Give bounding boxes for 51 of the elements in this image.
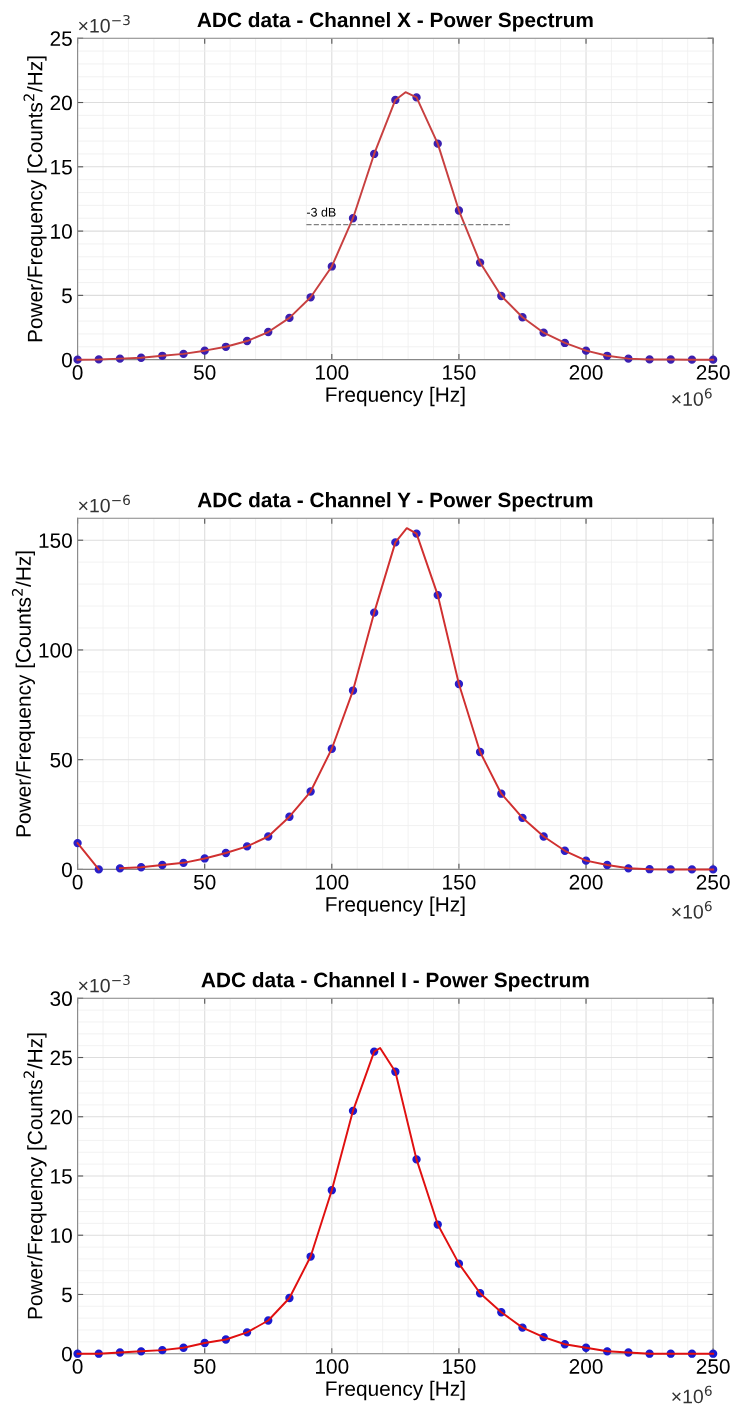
x-tick-label: 0 [72, 1359, 83, 1374]
text: ×10$^{−6}$ [78, 494, 130, 513]
x-tick-label: 100 [316, 874, 349, 890]
text: ×10$^{6}$ [672, 1385, 712, 1404]
x-tick-label: 200 [569, 874, 603, 890]
chart-title: ADC data - Channel I - Power Spectrum [201, 972, 589, 992]
x-tick-label: 150 [443, 874, 476, 890]
x-tick-label: 250 [696, 874, 730, 890]
y-axis-title: Power/Frequency [Counts$^{2}$/Hz] [23, 56, 47, 342]
y-tick-label: 20 [50, 95, 72, 111]
text: ×10$^{−3}$ [78, 974, 130, 993]
x-tick-label: 50 [193, 1359, 216, 1374]
y-tick-label: 0 [61, 862, 72, 878]
y-axis-title: Power/Frequency [Counts$^{2}$/Hz] [11, 551, 35, 837]
x-tick-label: 100 [316, 365, 349, 380]
y-axis-title: Power/Frequency [Counts$^{2}$/Hz] [23, 1033, 47, 1319]
text: ×10$^{6}$ [672, 900, 712, 919]
y-tick-label: 30 [50, 991, 72, 1007]
y-tick-label: 10 [51, 1228, 72, 1243]
chart-title: ADC data - Channel Y - Power Spectrum [197, 492, 593, 512]
x-tick-label: 150 [443, 365, 476, 380]
y-tick-label: 10 [51, 224, 72, 239]
y-tick-label: 20 [50, 1109, 72, 1125]
x-tick-label: 200 [569, 1359, 603, 1374]
x-axis-title: Frequency [Hz] [326, 386, 465, 407]
x-axis-title: Frequency [Hz] [326, 896, 465, 916]
x-tick-label: 150 [443, 1359, 476, 1374]
y-tick-label: 100 [39, 642, 72, 658]
y-tick-label: 0 [61, 1346, 72, 1362]
text: ×10$^{6}$ [672, 388, 712, 406]
x-tick-label: 50 [193, 365, 216, 380]
x-tick-label: 100 [316, 1359, 349, 1374]
y-tick-label: 25 [50, 31, 72, 46]
y-tick-label: 25 [50, 1050, 72, 1066]
x-axis-title: Frequency [Hz] [326, 1380, 465, 1401]
chart-title: ADC data - Channel X - Power Spectrum [197, 12, 593, 32]
y-tick-label: 15 [51, 1169, 72, 1184]
y-tick-label: 5 [61, 1287, 72, 1303]
x-tick-label: 250 [696, 365, 730, 380]
text: ×10$^{−3}$ [78, 14, 130, 33]
y-tick-label: 5 [61, 288, 72, 304]
x-tick-label: 200 [569, 365, 603, 380]
x-tick-label: 50 [193, 874, 216, 890]
annotation: -3 dB [306, 207, 336, 217]
y-tick-label: 0 [61, 352, 72, 368]
y-tick-label: 15 [51, 160, 72, 175]
x-tick-label: 0 [72, 874, 83, 890]
y-tick-label: 150 [39, 533, 72, 548]
x-tick-label: 0 [72, 365, 83, 380]
x-tick-label: 250 [696, 1359, 730, 1374]
y-tick-label: 50 [50, 752, 72, 768]
